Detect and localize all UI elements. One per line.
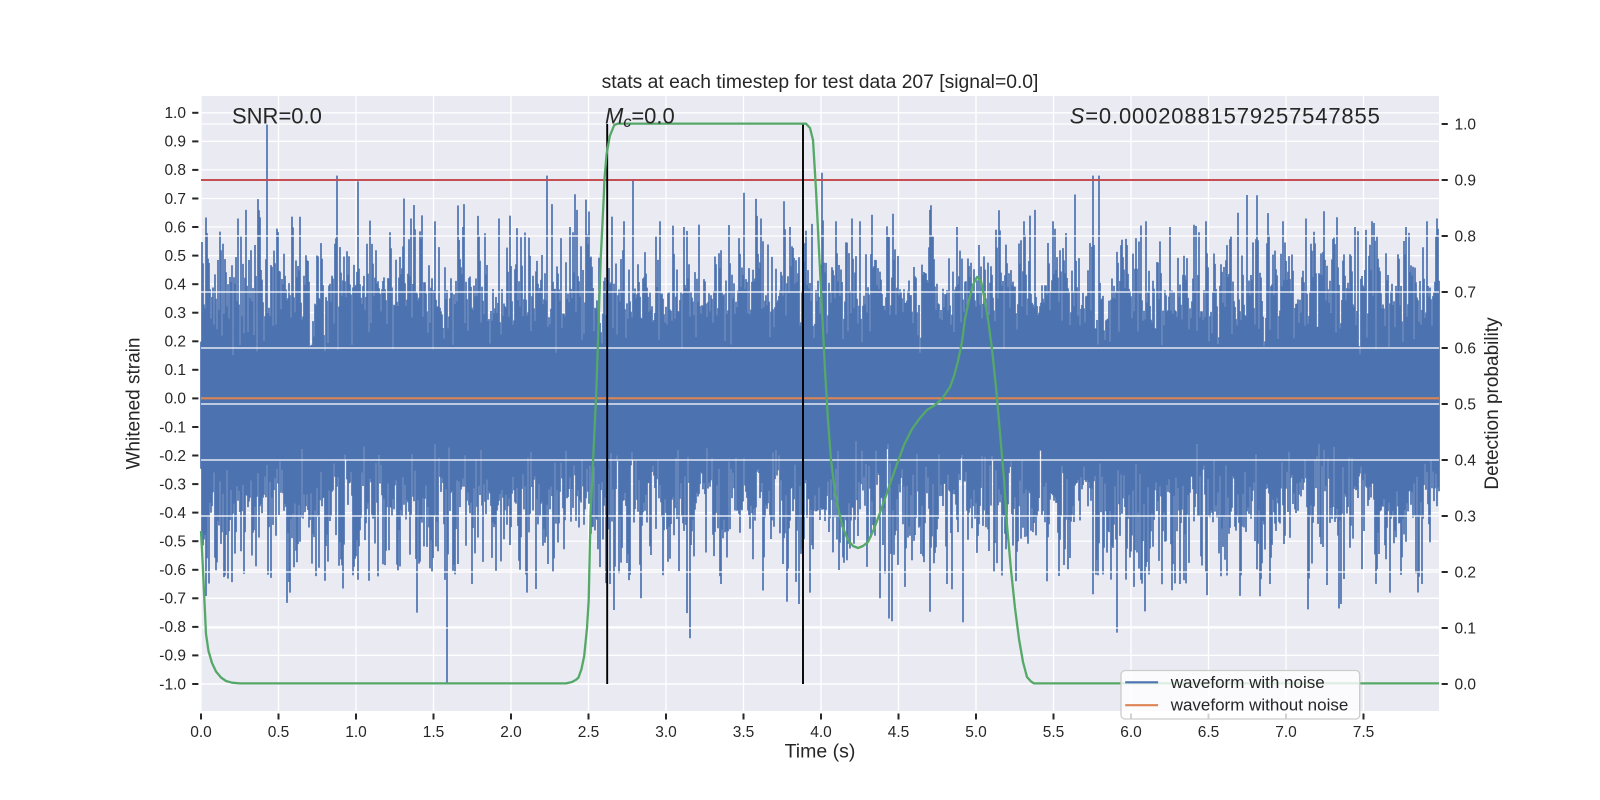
svg-text:0.9: 0.9	[164, 134, 186, 151]
svg-text:0.2: 0.2	[164, 334, 186, 351]
svg-text:0.8: 0.8	[164, 162, 186, 179]
svg-text:2.5: 2.5	[578, 724, 600, 741]
svg-text:Whitened strain: Whitened strain	[124, 337, 145, 469]
svg-text:0.0: 0.0	[164, 391, 186, 408]
svg-text:1.0: 1.0	[345, 724, 367, 741]
svg-text:5.0: 5.0	[965, 724, 987, 741]
svg-text:7.5: 7.5	[1353, 724, 1375, 741]
svg-text:0.7: 0.7	[164, 191, 186, 208]
svg-text:0.0: 0.0	[1455, 676, 1477, 693]
svg-text:0.5: 0.5	[268, 724, 290, 741]
svg-text:0.5: 0.5	[1455, 396, 1477, 413]
svg-text:0.8: 0.8	[1455, 228, 1477, 245]
svg-text:Time (s): Time (s)	[785, 741, 856, 763]
svg-text:6.5: 6.5	[1198, 724, 1220, 741]
svg-text:0.2: 0.2	[1455, 564, 1477, 581]
svg-text:Detection probability: Detection probability	[1482, 317, 1503, 490]
svg-text:0.5: 0.5	[164, 248, 186, 265]
svg-text:0.6: 0.6	[164, 219, 186, 236]
svg-text:0.0: 0.0	[190, 724, 212, 741]
svg-text:0.3: 0.3	[164, 305, 186, 322]
svg-text:0.3: 0.3	[1455, 508, 1477, 525]
svg-text:0.6: 0.6	[1455, 340, 1477, 357]
svg-text:S=0.00020881579257547855: S=0.00020881579257547855	[1070, 104, 1381, 129]
svg-text:7.0: 7.0	[1275, 724, 1297, 741]
svg-text:-1.0: -1.0	[159, 676, 186, 693]
svg-text:Mc=0.0: Mc=0.0	[605, 104, 675, 132]
svg-text:3.0: 3.0	[655, 724, 677, 741]
svg-text:stats at each timestep for tes: stats at each timestep for test data 207…	[602, 72, 1039, 93]
svg-text:-0.3: -0.3	[159, 476, 186, 493]
svg-text:0.4: 0.4	[164, 277, 186, 294]
svg-text:-0.7: -0.7	[159, 591, 186, 608]
svg-text:-0.4: -0.4	[159, 505, 186, 522]
svg-text:6.0: 6.0	[1120, 724, 1142, 741]
svg-text:5.5: 5.5	[1043, 724, 1065, 741]
svg-text:4.0: 4.0	[810, 724, 832, 741]
svg-text:waveform without noise: waveform without noise	[1170, 696, 1349, 715]
svg-text:-0.2: -0.2	[159, 448, 186, 465]
svg-text:-0.8: -0.8	[159, 619, 186, 636]
svg-text:-0.6: -0.6	[159, 562, 186, 579]
svg-text:1.5: 1.5	[423, 724, 445, 741]
svg-text:waveform with noise: waveform with noise	[1170, 673, 1325, 692]
svg-text:0.9: 0.9	[1455, 172, 1477, 189]
svg-text:-0.5: -0.5	[159, 534, 186, 551]
svg-text:4.5: 4.5	[888, 724, 910, 741]
svg-text:-0.9: -0.9	[159, 648, 186, 665]
svg-text:2.0: 2.0	[500, 724, 522, 741]
svg-text:0.7: 0.7	[1455, 284, 1477, 301]
svg-text:0.1: 0.1	[1455, 620, 1477, 637]
svg-text:1.0: 1.0	[164, 105, 186, 122]
svg-text:SNR=0.0: SNR=0.0	[232, 104, 322, 129]
svg-text:0.1: 0.1	[164, 362, 186, 379]
svg-text:3.5: 3.5	[733, 724, 755, 741]
svg-text:1.0: 1.0	[1455, 116, 1477, 133]
svg-text:0.4: 0.4	[1455, 452, 1477, 469]
svg-text:-0.1: -0.1	[159, 419, 186, 436]
